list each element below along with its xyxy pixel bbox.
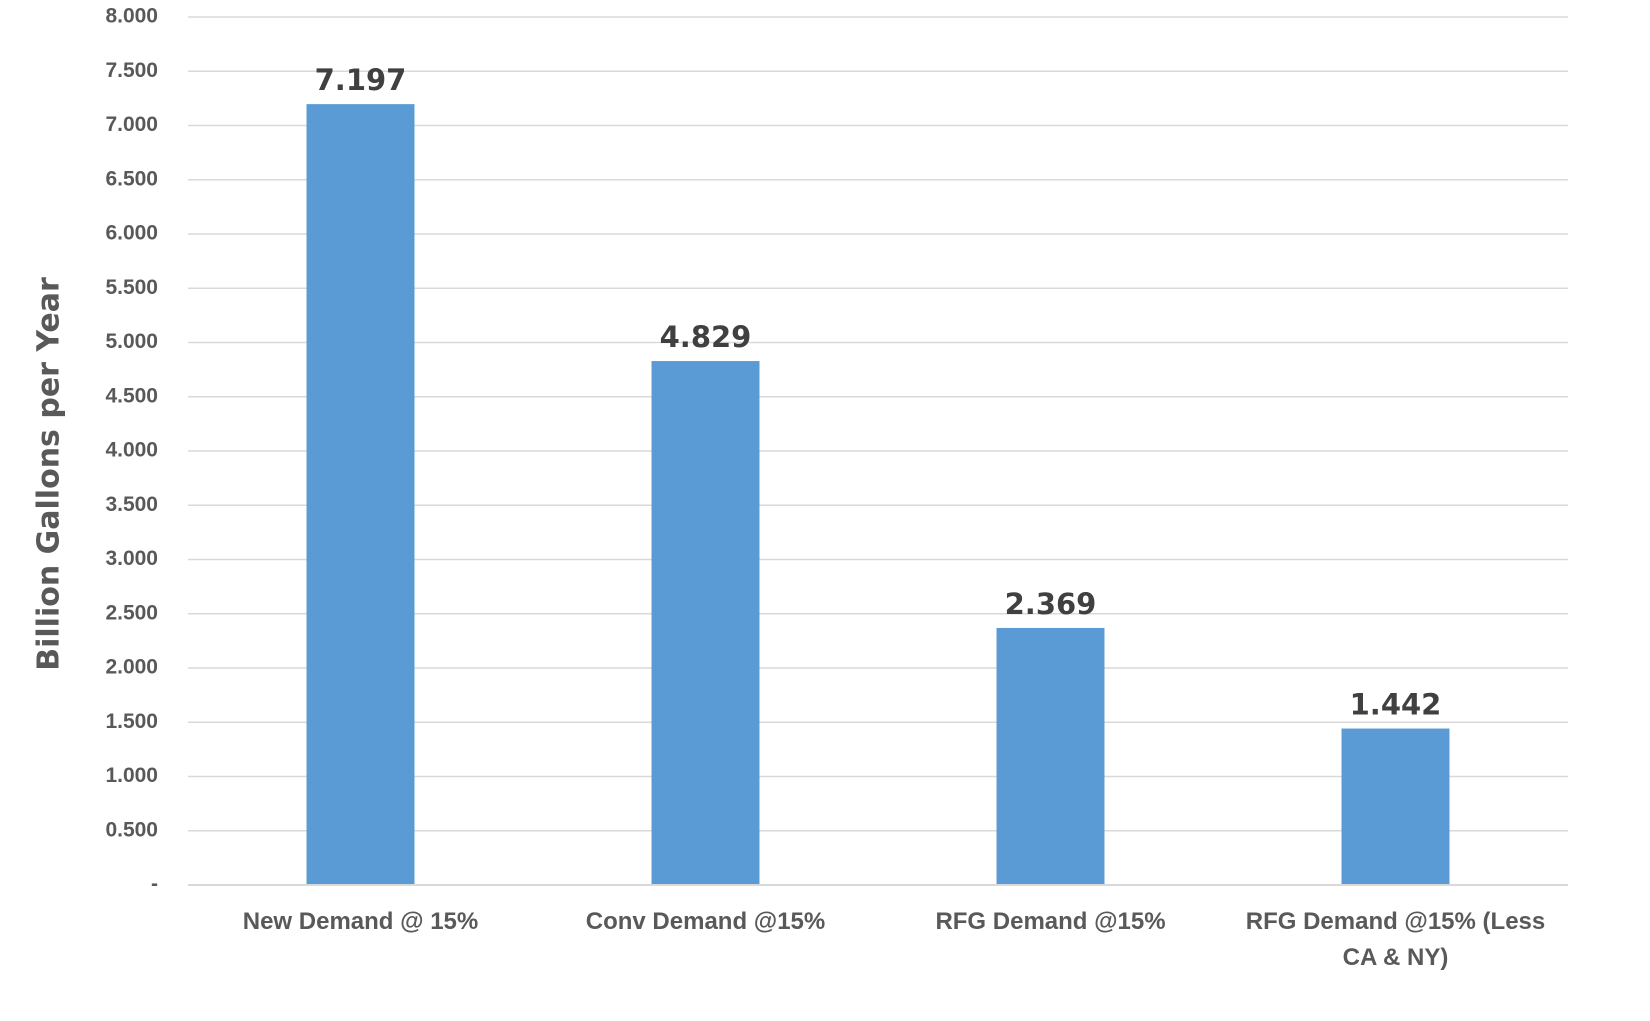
y-tick-label: 3.000 [105,547,158,570]
y-tick-label: 3.500 [105,493,158,516]
x-axis-ticks: New Demand @ 15% Conv Demand @15% RFG Dema… [243,908,1545,971]
x-tick-label-line: RFG Demand @15% [935,908,1165,935]
y-tick-label: 1.500 [105,710,158,733]
data-labels: 7.197 4.829 2.369 1.442 [315,63,1442,721]
bar [996,627,1105,885]
x-tick-label: RFG Demand @15% [935,908,1165,935]
y-tick-label: 0.500 [105,818,158,841]
x-tick-label: Conv Demand @15% [586,908,825,935]
data-label: 7.197 [315,63,407,97]
y-tick-label: 7.500 [105,59,158,82]
y-tick-label: 6.500 [105,167,158,190]
x-tick-label: New Demand @ 15% [243,908,478,935]
y-tick-label: 7.000 [105,113,158,136]
data-label: 1.442 [1350,688,1442,722]
y-tick-label: 5.500 [105,276,158,299]
bars [306,104,1450,886]
x-tick-label-line: RFG Demand @15% (Less [1246,908,1545,935]
bar [1341,728,1450,885]
y-tick-label: 2.500 [105,601,158,624]
y-tick-label: - [151,873,158,896]
x-tick-label-line: CA & NY) [1343,944,1449,971]
y-tick-label: 2.000 [105,656,158,679]
x-tick-label-line: New Demand @ 15% [243,908,478,935]
data-label: 4.829 [660,320,752,354]
y-tick-label: 1.000 [105,764,158,787]
x-tick-label: RFG Demand @15% (Less CA & NY) [1246,908,1545,971]
bar [306,104,415,886]
y-axis-label: Billion Gallons per Year [32,277,67,671]
data-label: 2.369 [1005,587,1097,621]
y-axis-ticks: - 0.500 1.000 1.500 2.000 2.500 3.000 3.500 4.00… [105,5,158,896]
y-tick-label: 5.000 [105,330,158,353]
y-tick-label: 4.500 [105,384,158,407]
y-tick-label: 6.000 [105,222,158,245]
y-tick-label: 8.000 [105,5,158,28]
y-tick-label: 4.000 [105,439,158,462]
x-tick-label-line: Conv Demand @15% [586,908,825,935]
bar [651,361,760,886]
gridlines [188,16,1568,832]
